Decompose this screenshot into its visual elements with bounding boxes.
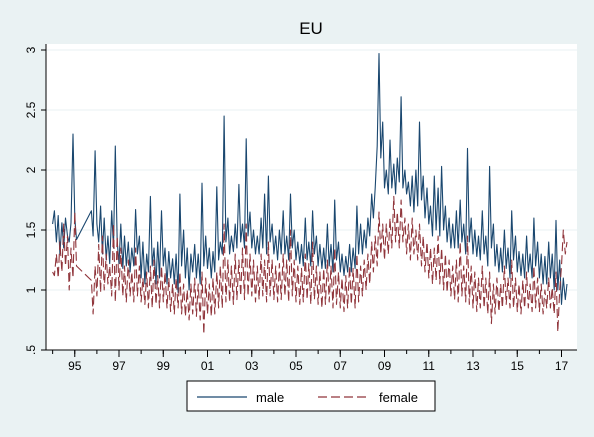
x-tick-label: 95: [68, 359, 82, 373]
x-tick-label: 15: [511, 359, 525, 373]
y-tick-label: 1: [24, 286, 38, 293]
x-axis-ticks: 95 97 99 01 03 05 07 09 11 13 15 17: [52, 350, 569, 373]
y-axis-ticks: .5 1 1.5 2 2.5 3: [24, 46, 46, 355]
x-tick-label: 99: [157, 359, 171, 373]
plot-area: [46, 44, 577, 350]
series-line-male: [52, 53, 568, 305]
x-tick-label: 13: [466, 359, 480, 373]
y-tick-label: 1.5: [24, 221, 38, 238]
x-tick-label: 03: [245, 359, 259, 373]
x-tick-label: 17: [555, 359, 569, 373]
y-tick-label: .5: [24, 345, 38, 355]
y-tick-label: 2.5: [24, 101, 38, 118]
legend-label-female: female: [379, 390, 418, 405]
legend-box: [186, 380, 436, 412]
x-tick-label: 01: [201, 359, 215, 373]
axes: [45, 44, 577, 351]
x-tick-label: 05: [289, 359, 303, 373]
y-tick-label: 3: [24, 46, 38, 53]
series-lines: [52, 53, 568, 335]
y-tick-label: 2: [24, 166, 38, 173]
legend: male female: [186, 380, 436, 412]
x-tick-label: 07: [334, 359, 348, 373]
x-tick-label: 11: [423, 359, 436, 373]
x-tick-label: 97: [112, 359, 126, 373]
chart-title: EU: [299, 19, 323, 38]
legend-label-male: male: [256, 390, 284, 405]
series-line-female: [52, 195, 568, 335]
x-tick-label: 09: [378, 359, 392, 373]
